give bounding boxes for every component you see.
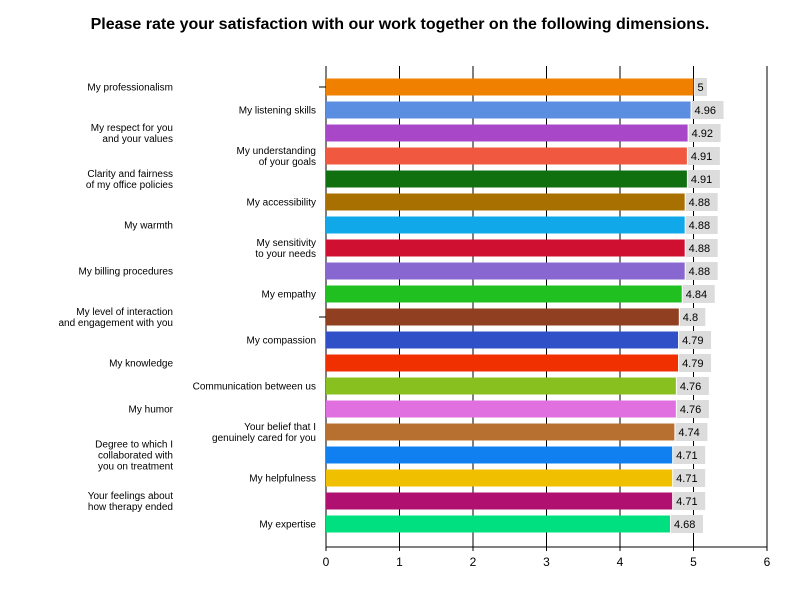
category-label: Clarity and fairness of my office policie… <box>86 169 173 191</box>
bar <box>326 377 676 395</box>
value-label-box <box>676 377 709 395</box>
value-label-box <box>687 147 720 165</box>
value-label: 4.79 <box>682 358 703 370</box>
category-label: My accessibility <box>247 198 316 209</box>
x-tick-label: 1 <box>396 555 403 569</box>
bar <box>326 354 679 372</box>
category-labels: My professionalism My listening skills My … <box>58 83 316 531</box>
bar <box>326 400 676 418</box>
x-tick-label: 2 <box>470 555 477 569</box>
value-label-box <box>670 515 703 533</box>
x-tick-label: 0 <box>323 555 330 569</box>
value-label-box <box>685 216 718 234</box>
value-label-box <box>675 423 708 441</box>
bar <box>326 285 682 303</box>
category-label: My expertise <box>259 520 316 531</box>
bar <box>326 308 679 326</box>
bar <box>326 239 685 257</box>
value-label-box <box>679 308 706 326</box>
category-label: My helpfulness <box>249 474 316 485</box>
value-label-box <box>679 354 712 372</box>
value-label-box <box>694 78 707 96</box>
value-label-box <box>673 492 706 510</box>
bar <box>326 78 694 96</box>
bar <box>326 469 673 487</box>
bar <box>326 446 673 464</box>
category-label: My empathy <box>262 290 316 301</box>
value-label-box <box>685 193 718 211</box>
category-label: My professionalism <box>87 83 173 94</box>
value-label: 4.71 <box>676 450 697 462</box>
value-label: 4.76 <box>680 381 701 393</box>
value-label: 4.8 <box>683 312 698 324</box>
bar <box>326 262 685 280</box>
category-label: Communication between us <box>193 382 316 393</box>
value-label: 4.68 <box>674 519 695 531</box>
value-label-box <box>673 446 706 464</box>
category-label: My compassion <box>247 336 316 347</box>
value-label-box <box>691 101 724 119</box>
bar <box>326 331 679 349</box>
x-axis: 0 1 2 3 4 5 6 <box>319 86 771 569</box>
category-label: My level of interaction and engagement wi… <box>58 307 173 329</box>
category-label: My listening skills <box>239 106 316 117</box>
category-label: My warmth <box>124 221 173 232</box>
category-label: Your feelings about how therapy ended <box>88 491 173 513</box>
value-label-box <box>687 170 720 188</box>
bar <box>326 170 687 188</box>
x-tick-label: 5 <box>690 555 697 569</box>
chart-title: Please rate your satisfaction with our w… <box>90 16 710 33</box>
value-label-box <box>676 400 709 418</box>
value-label: 4.71 <box>676 496 697 508</box>
bar <box>326 124 688 142</box>
category-label: My sensitivity to your needs <box>255 238 316 260</box>
bar <box>326 492 673 510</box>
value-label: 4.91 <box>691 151 712 163</box>
value-label-box <box>682 285 715 303</box>
value-label: 4.74 <box>678 427 699 439</box>
value-label: 4.76 <box>680 404 701 416</box>
value-label-box <box>688 124 721 142</box>
bars <box>326 78 694 533</box>
bar <box>326 423 675 441</box>
bar <box>326 515 670 533</box>
bar <box>326 101 691 119</box>
value-label-box <box>679 331 712 349</box>
value-labels: 5 4.96 4.92 4.91 4.91 4.88 4.88 4.88 4.88 4.84 4.8… <box>670 78 724 533</box>
category-label: My understanding of your goals <box>237 146 317 168</box>
x-tick-label: 6 <box>764 555 771 569</box>
value-label: 4.96 <box>695 105 716 117</box>
value-label: 4.88 <box>689 266 710 278</box>
value-label: 4.71 <box>676 473 697 485</box>
value-label: 4.91 <box>691 174 712 186</box>
value-label-box <box>685 239 718 257</box>
bar <box>326 147 687 165</box>
value-label-box <box>685 262 718 280</box>
value-label-box <box>673 469 706 487</box>
x-tick-label: 3 <box>543 555 550 569</box>
category-label: My humor <box>129 405 174 416</box>
value-label: 5 <box>698 82 704 94</box>
bar <box>326 193 685 211</box>
value-label: 4.88 <box>689 243 710 255</box>
x-tick-label: 4 <box>617 555 624 569</box>
gridlines <box>325 66 768 547</box>
bar <box>326 216 685 234</box>
value-label: 4.88 <box>689 197 710 209</box>
category-label: My respect for you and your values <box>91 123 173 145</box>
value-label: 4.79 <box>682 335 703 347</box>
value-label: 4.84 <box>686 289 707 301</box>
category-label: My billing procedures <box>79 267 174 278</box>
value-label: 4.88 <box>689 220 710 232</box>
category-label: My knowledge <box>109 359 173 370</box>
value-label: 4.92 <box>692 128 713 140</box>
